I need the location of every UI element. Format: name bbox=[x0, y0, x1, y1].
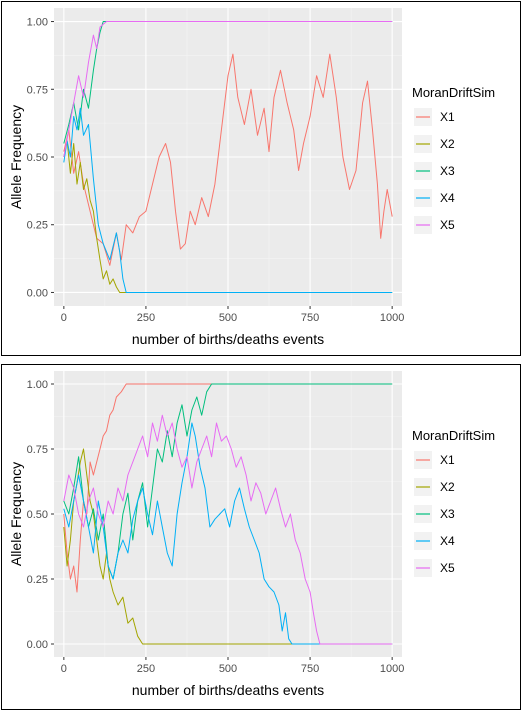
y-axis-title: Allele Frequency bbox=[8, 462, 24, 566]
x-tick-label: 0 bbox=[61, 663, 67, 675]
x-tick-label: 250 bbox=[137, 312, 155, 324]
y-tick-label: 0.75 bbox=[27, 84, 48, 96]
y-tick-label: 0.50 bbox=[27, 509, 48, 521]
legend-label: X3 bbox=[440, 507, 455, 521]
series-line-x4 bbox=[63, 422, 393, 645]
y-tick-label: 0.50 bbox=[27, 152, 48, 164]
series-line-x1 bbox=[63, 383, 393, 593]
legend-label: X2 bbox=[440, 480, 455, 494]
x-tick-label: 500 bbox=[219, 663, 237, 675]
legend-label: X4 bbox=[440, 534, 455, 548]
y-tick-label: 1.00 bbox=[27, 379, 48, 391]
legend-label: X3 bbox=[440, 164, 455, 178]
y-tick-label: 0.25 bbox=[27, 574, 48, 586]
chart-panel-top: 0 250 500 750 1000 0.00 0.25 0.50 0.75 1.00 number… bbox=[1, 1, 521, 356]
x-tick-label: 500 bbox=[219, 312, 237, 324]
x-axis-title: number of births/deaths events bbox=[132, 682, 324, 698]
series-line-x5 bbox=[63, 414, 393, 645]
y-tick-label: 0.00 bbox=[27, 287, 48, 299]
y-axis-title: Allele Frequency bbox=[8, 105, 24, 209]
chart-panel-bottom: 0 250 500 750 1000 0.00 0.25 0.50 0.75 1.00 number… bbox=[1, 364, 521, 710]
series-line-x4 bbox=[63, 107, 393, 293]
line-chart-top: 0 250 500 750 1000 0.00 0.25 0.50 0.75 1.00 number… bbox=[8, 8, 495, 347]
y-tick-label: 0.75 bbox=[27, 444, 48, 456]
series-line-x2 bbox=[63, 140, 393, 293]
legend-label: X4 bbox=[440, 191, 455, 205]
x-tick-label: 1000 bbox=[380, 663, 404, 675]
x-axis-title: number of births/deaths events bbox=[132, 331, 324, 347]
legend-label: X5 bbox=[440, 561, 455, 575]
y-tick-label: 1.00 bbox=[27, 17, 48, 29]
legend-title: MoranDriftSim bbox=[412, 428, 495, 443]
x-tick-label: 250 bbox=[137, 663, 155, 675]
line-chart-bottom: 0 250 500 750 1000 0.00 0.25 0.50 0.75 1.00 number… bbox=[8, 371, 495, 698]
series-line-x3 bbox=[63, 383, 393, 580]
legend-title: MoranDriftSim bbox=[412, 85, 495, 100]
series-line-x5 bbox=[63, 21, 393, 158]
legend-label: X2 bbox=[440, 137, 455, 151]
legend-label: X5 bbox=[440, 218, 455, 232]
x-tick-label: 750 bbox=[301, 312, 319, 324]
x-tick-label: 1000 bbox=[380, 312, 404, 324]
legend: MoranDriftSim X1 X2 X3 X4 X5 bbox=[412, 85, 495, 234]
x-tick-label: 750 bbox=[301, 663, 319, 675]
legend-label: X1 bbox=[440, 453, 455, 467]
y-tick-label: 0.25 bbox=[27, 220, 48, 232]
y-tick-label: 0.00 bbox=[27, 639, 48, 651]
legend-label: X1 bbox=[440, 110, 455, 124]
legend: MoranDriftSim X1 X2 X3 X4 X5 bbox=[412, 428, 495, 577]
x-tick-label: 0 bbox=[61, 312, 67, 324]
